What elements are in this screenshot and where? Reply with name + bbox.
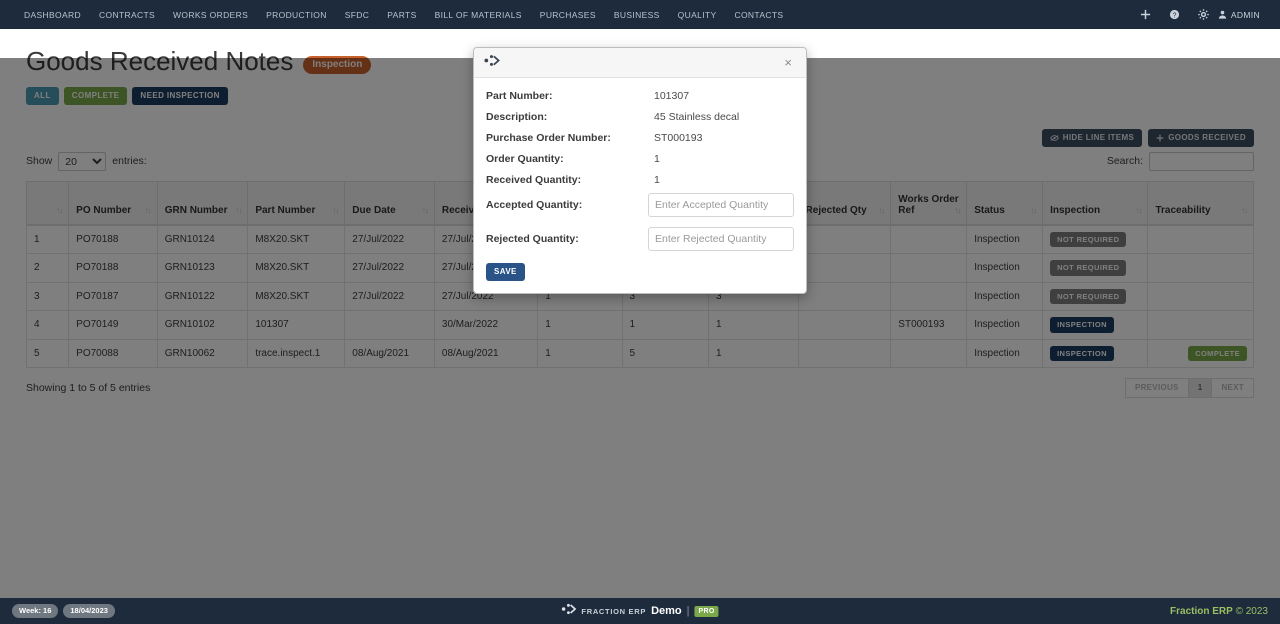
nav-contracts[interactable]: CONTRACTS	[99, 9, 156, 20]
nav-contacts[interactable]: CONTACTS	[734, 9, 784, 20]
add-icon[interactable]	[1131, 9, 1160, 20]
nav-works-orders[interactable]: WORKS ORDERS	[173, 9, 249, 20]
footer-copyright-brand: Fraction ERP	[1170, 605, 1233, 617]
footer-date-badge: 18/04/2023	[63, 604, 115, 618]
modal-purchase-order-number-value: ST000193	[654, 132, 703, 144]
modal-purchase-order-number-row: Purchase Order Number: ST000193	[486, 130, 794, 146]
nav-production[interactable]: PRODUCTION	[266, 9, 327, 20]
save-button[interactable]: SAVE	[486, 263, 525, 281]
user-icon	[1218, 10, 1226, 19]
user-name: ADMIN	[1230, 9, 1260, 20]
modal-header: ×	[474, 48, 806, 78]
modal-part-number-label: Part Number:	[486, 90, 553, 102]
modal-body: Part Number: 101307 Description: 45 Stainle…	[474, 78, 806, 293]
footer-copyright: Fraction ERP © 2023	[1170, 606, 1268, 617]
accepted-quantity-row: Accepted Quantity:	[486, 193, 794, 217]
modal-received-quantity-label: Received Quantity:	[486, 174, 582, 186]
rejected-quantity-row: Rejected Quantity:	[486, 227, 794, 251]
accepted-quantity-input[interactable]	[648, 193, 794, 217]
modal-part-number-row: Part Number: 101307	[486, 88, 794, 104]
nav-dashboard[interactable]: DASHBOARD	[24, 9, 81, 20]
modal-purchase-order-number-label: Purchase Order Number:	[486, 132, 611, 144]
footer-copyright-year: © 2023	[1235, 605, 1268, 617]
modal-order-quantity-value: 1	[654, 153, 660, 165]
modal-part-number-value: 101307	[654, 90, 690, 102]
page-content: Goods Received Notes Inspection ALLCOMPL…	[0, 29, 1280, 624]
top-navigation-bar: DASHBOARD CONTRACTS WORKS ORDERS PRODUCTION…	[0, 0, 1280, 29]
help-icon[interactable]: ?	[1160, 9, 1189, 20]
nav-parts[interactable]: PARTS	[387, 9, 417, 20]
footer-brand-name: FRACTION ERP	[581, 606, 647, 616]
fraction-erp-logo-icon	[484, 54, 500, 72]
gear-icon[interactable]	[1189, 9, 1218, 20]
nav-business[interactable]: BUSINESS	[613, 9, 660, 20]
modal-received-quantity-row: Received Quantity: 1	[486, 172, 794, 188]
nav-quality[interactable]: QUALITY	[677, 9, 717, 20]
accepted-quantity-label: Accepted Quantity:	[486, 199, 583, 211]
footer-brand: FRACTION ERP Demo | PRO	[561, 602, 719, 620]
modal-order-quantity-label: Order Quantity:	[486, 153, 564, 165]
close-icon[interactable]: ×	[784, 55, 792, 70]
modal-received-quantity-value: 1	[654, 174, 660, 186]
nav-bill-of-materials[interactable]: BILL OF MATERIALS	[434, 9, 522, 20]
goods-received-inspection-modal: × Part Number: 101307 Description: 45 Stain…	[473, 47, 807, 294]
nav-purchases[interactable]: PURCHASES	[539, 9, 596, 20]
svg-text:?: ?	[1172, 12, 1176, 19]
modal-description-value: 45 Stainless decal	[654, 111, 740, 123]
modal-description-label: Description:	[486, 111, 548, 123]
nav-actions: ? ADMIN	[1131, 9, 1266, 20]
modal-order-quantity-row: Order Quantity: 1	[486, 151, 794, 167]
user-menu[interactable]: ADMIN	[1218, 10, 1266, 20]
rejected-quantity-input[interactable]	[648, 227, 794, 251]
nav-links: DASHBOARD CONTRACTS WORKS ORDERS PRODUCTION…	[14, 10, 792, 20]
footer-separator: |	[686, 605, 690, 617]
footer-bar: Week: 16 18/04/2023 FRACTION ERP Demo | …	[0, 598, 1280, 624]
nav-sfdc[interactable]: SFDC	[344, 9, 370, 20]
fraction-erp-logo-icon	[561, 602, 577, 620]
modal-description-row: Description: 45 Stainless decal	[486, 109, 794, 125]
footer-week-badge: Week: 16	[12, 604, 59, 618]
footer-pro-badge: PRO	[694, 605, 719, 617]
rejected-quantity-label: Rejected Quantity:	[486, 233, 579, 245]
footer-demo-label: Demo	[651, 605, 682, 617]
